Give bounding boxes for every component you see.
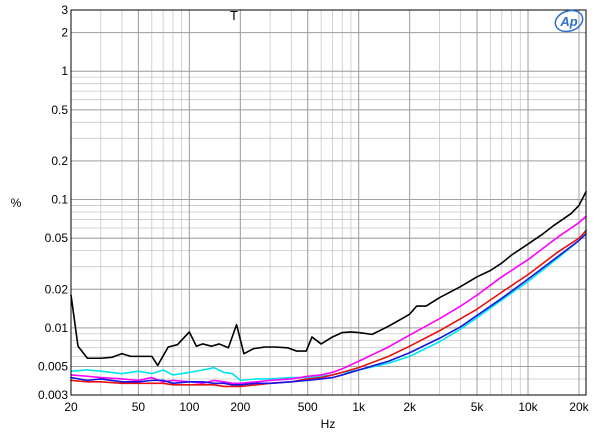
x-tick-label: 50 xyxy=(132,400,146,414)
x-tick-label: 100 xyxy=(179,400,199,414)
y-tick-label: 2 xyxy=(61,26,68,40)
series-line-5 xyxy=(70,233,587,386)
y-tick-label: 0.5 xyxy=(51,103,68,117)
x-tick-label: 20 xyxy=(64,400,78,414)
x-tick-label: 2k xyxy=(403,400,417,414)
y-tick-label: 0.05 xyxy=(45,231,69,245)
x-tick-label: 1k xyxy=(352,400,366,414)
x-axis-label: Hz xyxy=(321,417,336,431)
y-tick-label: 0.005 xyxy=(38,360,68,374)
x-tick-label: 500 xyxy=(298,400,318,414)
x-tick-label: 10k xyxy=(518,400,538,414)
series-layer xyxy=(70,190,587,388)
y-tick-label: 0.02 xyxy=(45,282,69,296)
plot-frame xyxy=(70,9,587,396)
y-tick-label: 3 xyxy=(61,3,68,17)
y-tick-label: 0.1 xyxy=(51,193,68,207)
x-tick-labels: 20 50 100 200 500 1k 2k 5k 10k 20k xyxy=(64,400,589,414)
x-tick-label: 200 xyxy=(230,400,250,414)
y-tick-label: 0.2 xyxy=(51,154,68,168)
series-line-3 xyxy=(70,215,587,385)
logo-text: Ap xyxy=(559,14,577,29)
chart-title: T xyxy=(230,8,238,23)
y-axis-label: % xyxy=(11,196,22,210)
y-tick-label: 0.003 xyxy=(38,388,68,402)
series-line-2 xyxy=(70,229,587,382)
audio-precision-logo: Ap xyxy=(554,9,584,33)
x-tick-label: 5k xyxy=(471,400,485,414)
logo-ring xyxy=(554,9,584,33)
y-tick-label: 1 xyxy=(61,64,68,78)
series-line-1 xyxy=(70,190,587,367)
y-tick-labels: 3 2 1 0.5 0.2 0.1 0.05 0.02 0.01 0.005 0.003 xyxy=(38,3,68,402)
y-tick-label: 0.01 xyxy=(45,321,69,335)
x-tick-label: 20k xyxy=(569,400,589,414)
